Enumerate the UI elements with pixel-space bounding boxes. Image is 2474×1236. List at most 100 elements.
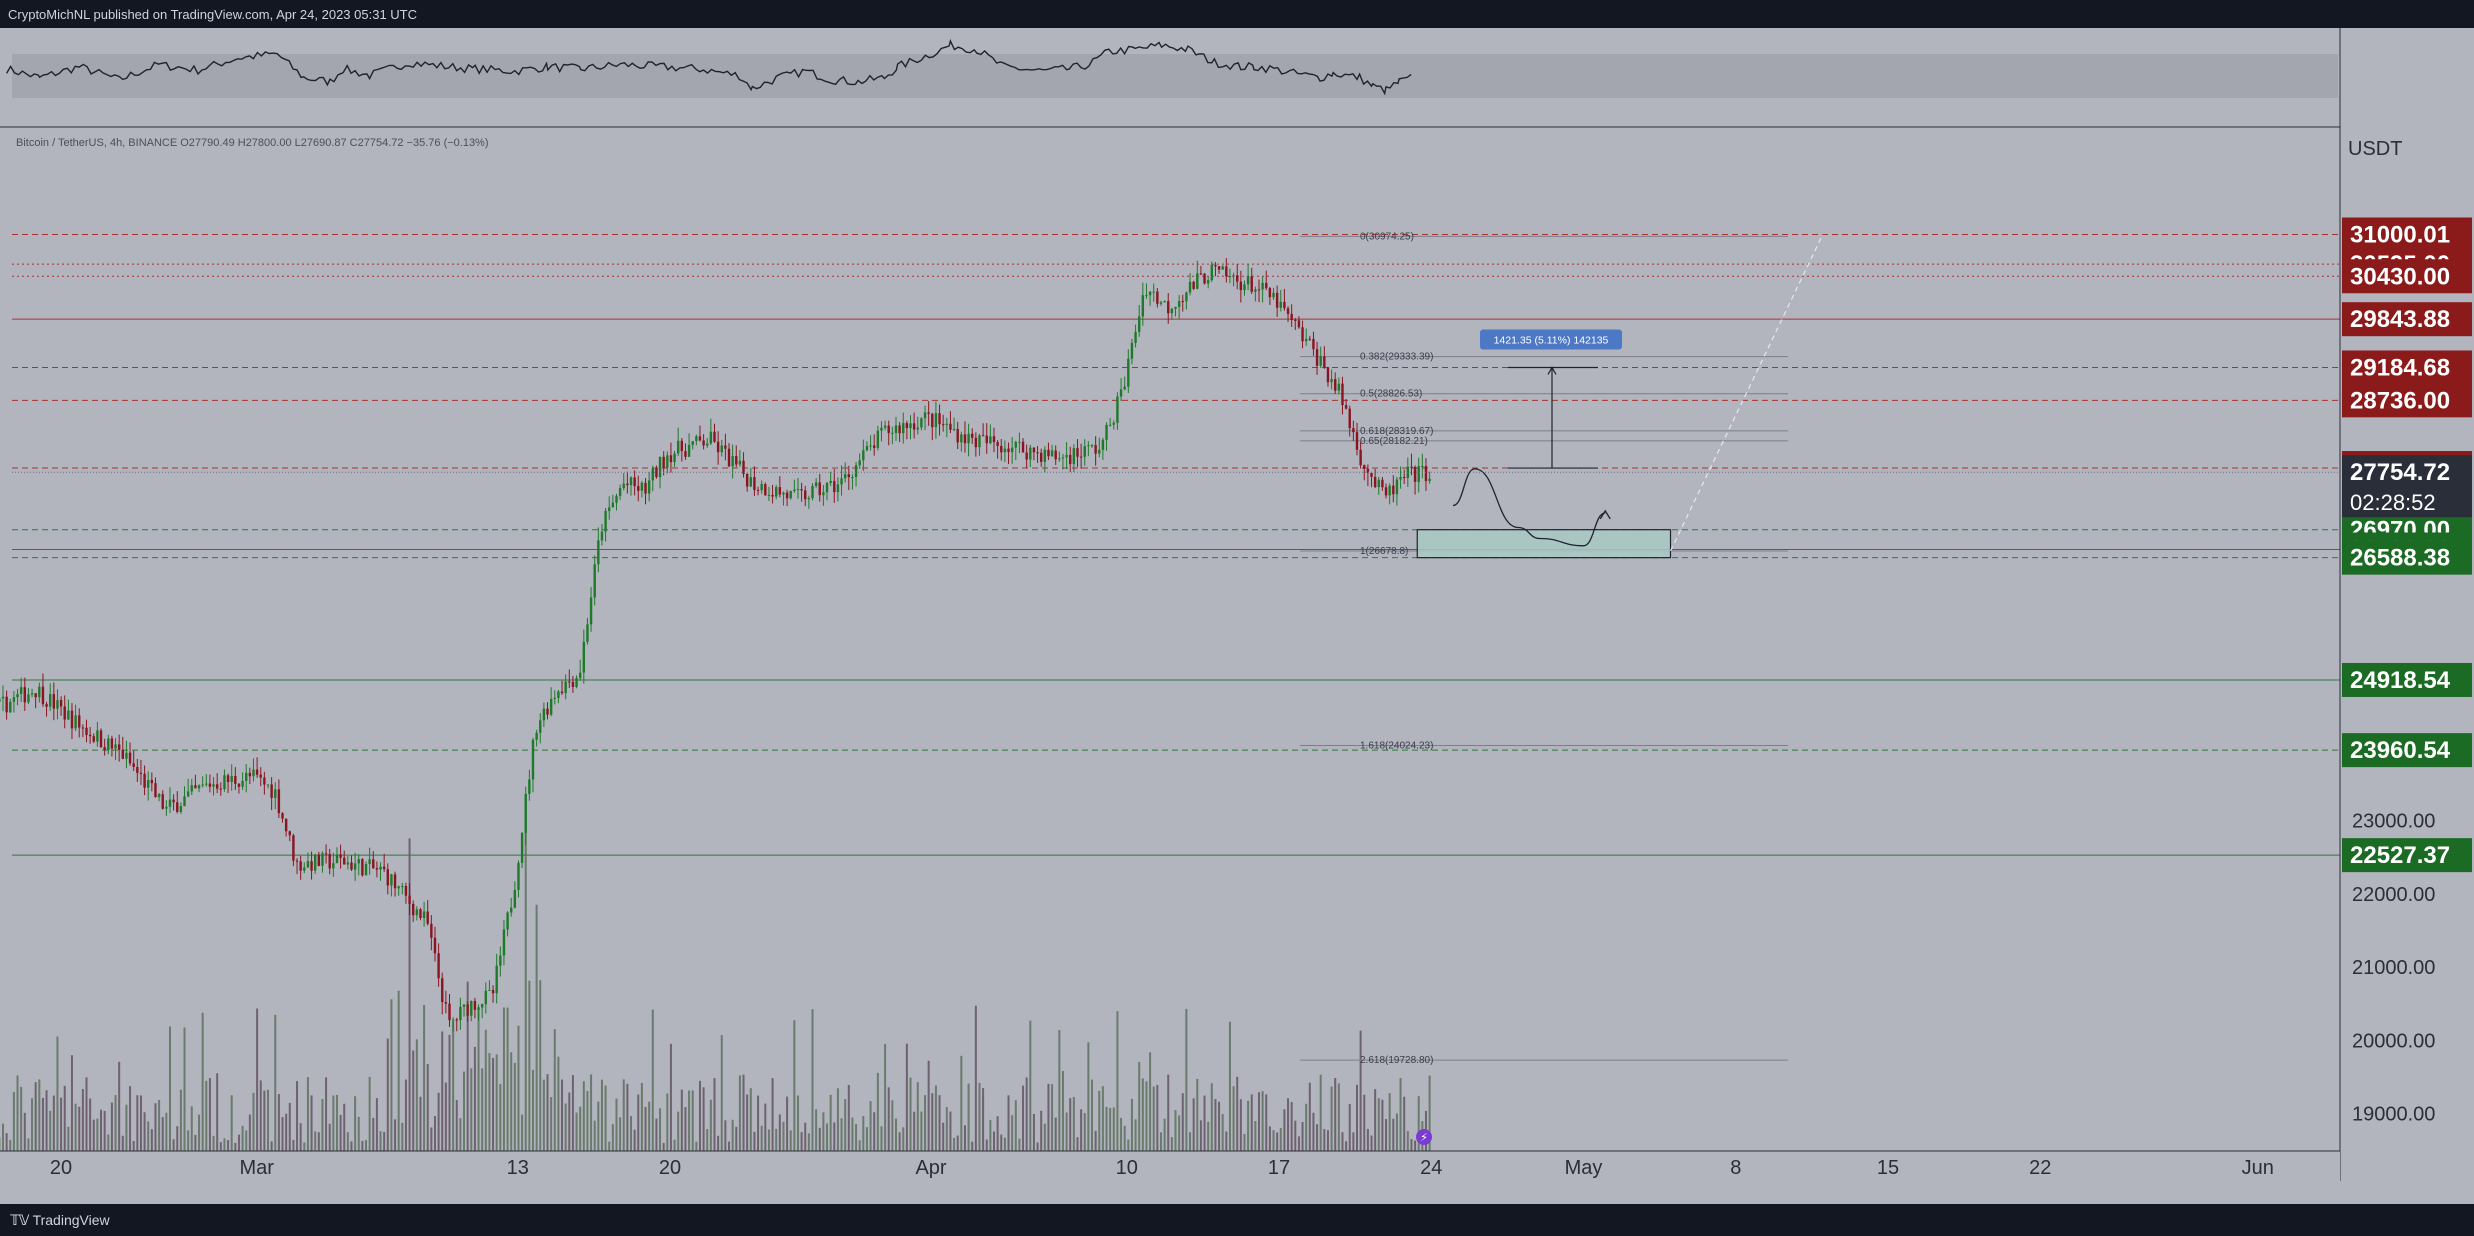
volume-bar — [953, 1137, 956, 1151]
candle — [339, 844, 342, 869]
candle-body — [923, 412, 927, 419]
volume-bar — [125, 1104, 128, 1151]
candle — [528, 769, 531, 801]
candle-body — [916, 427, 919, 430]
currency-label: USDT — [2348, 138, 2402, 160]
top-bar: CryptoMichNL published on TradingView.co… — [0, 0, 2474, 28]
candle — [408, 883, 411, 915]
candle-body — [949, 423, 952, 430]
volume-bar — [945, 1107, 948, 1151]
candle-body — [618, 488, 622, 496]
volume-bar — [757, 1095, 760, 1151]
fib-level-label: 0.65(28182.21) — [1360, 436, 1428, 447]
volume-bar — [335, 1094, 338, 1151]
candle — [1119, 378, 1123, 402]
candle — [604, 508, 607, 542]
volume-bar — [114, 1095, 117, 1151]
candle — [157, 793, 161, 802]
candle-body — [582, 641, 586, 673]
volume-bar — [1290, 1102, 1293, 1151]
candle-body — [114, 744, 117, 749]
volume-bar — [452, 1021, 455, 1151]
volume-bar — [938, 1095, 941, 1151]
y-tick-label: 21000.00 — [2352, 957, 2435, 979]
volume-bar — [775, 1128, 778, 1151]
candle-body — [1214, 264, 1217, 267]
candle — [506, 911, 509, 937]
candle-body — [121, 749, 124, 759]
candle-body — [760, 484, 763, 491]
candle — [30, 688, 34, 698]
volume-bar — [1374, 1089, 1377, 1151]
candle-body — [782, 492, 785, 495]
candle — [241, 772, 244, 790]
candle — [495, 953, 498, 1004]
volume-bar — [630, 1116, 632, 1151]
candle-body — [190, 785, 193, 792]
candle — [9, 698, 12, 713]
candle-body — [1334, 379, 1337, 391]
candle — [103, 738, 106, 756]
candle — [1050, 444, 1054, 457]
volume-bar — [586, 1091, 589, 1151]
candle — [237, 783, 241, 794]
chart-canvas[interactable]: 0(30974.25) 0.382(29333.39) 0.5(28826.53) 0… — [0, 28, 2474, 1204]
volume-bar — [41, 1098, 44, 1151]
candle-body — [1079, 456, 1083, 458]
volume-bar — [16, 1075, 19, 1151]
last-price-label-bg — [2342, 455, 2472, 518]
candle — [313, 853, 317, 874]
candle — [1138, 305, 1141, 337]
candle — [1188, 273, 1192, 296]
volume-bar — [365, 1140, 368, 1151]
candle-body — [1123, 386, 1126, 390]
candle-body — [263, 777, 266, 785]
candle-body — [201, 784, 204, 786]
volume-bar — [600, 1079, 603, 1151]
candle-body — [136, 767, 139, 773]
volume-bar — [1337, 1083, 1340, 1151]
candle — [934, 401, 938, 439]
candle — [295, 858, 299, 875]
volume-bar — [139, 1095, 142, 1151]
candle-body — [375, 868, 379, 870]
candle — [1225, 258, 1228, 283]
candle — [938, 404, 941, 436]
volume-bar — [1247, 1100, 1250, 1151]
candle-body — [709, 431, 713, 444]
candle-body — [553, 697, 556, 699]
volume-bar — [100, 1109, 103, 1151]
candle-body — [321, 853, 324, 866]
candle — [1036, 446, 1039, 463]
candle-body — [960, 434, 963, 443]
candle — [1326, 366, 1330, 387]
candle-body — [332, 863, 335, 869]
candle-body — [110, 738, 114, 749]
candle-body — [470, 1000, 473, 1016]
candle-body — [147, 779, 150, 788]
countdown-label: 02:28:52 — [2350, 490, 2436, 515]
candle — [186, 778, 190, 798]
volume-bar — [974, 1005, 977, 1151]
volume-bar — [738, 1075, 741, 1151]
volume-bar — [648, 1101, 651, 1151]
candle — [992, 427, 996, 453]
volume-bar — [1156, 1085, 1159, 1151]
volume-bar — [1370, 1135, 1373, 1151]
candle — [219, 782, 223, 796]
candle-body — [1373, 476, 1377, 488]
candle-body — [912, 423, 916, 430]
candle-body — [1021, 441, 1025, 453]
candle-body — [1058, 458, 1061, 460]
volume-bar — [789, 1130, 792, 1151]
drawings[interactable]: 1421.35 (5.11%) 142135 — [1416, 234, 1824, 559]
volume-bar — [550, 1097, 553, 1151]
volume-bar — [680, 1089, 683, 1151]
candle — [880, 421, 883, 442]
candle-body — [1188, 281, 1192, 293]
candle-body — [1065, 454, 1068, 458]
level-price-label: 28736.00 — [2350, 387, 2450, 414]
volume-bar — [27, 1138, 30, 1151]
candle-body — [992, 436, 996, 443]
volume-bar — [386, 1038, 389, 1151]
